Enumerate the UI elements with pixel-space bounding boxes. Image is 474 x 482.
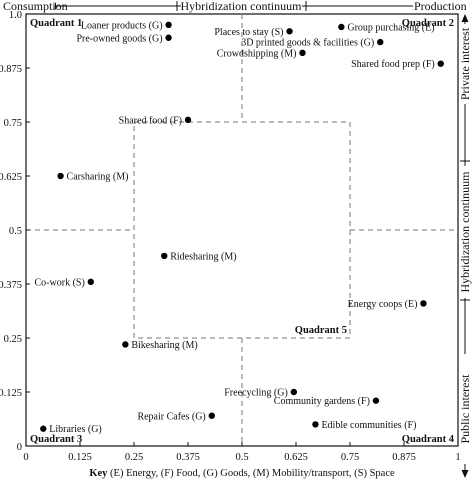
x-tick-label: 1 xyxy=(455,452,460,463)
x-tick-label: 0.875 xyxy=(392,452,416,463)
data-point-label: Places to stay (S) xyxy=(214,27,283,38)
y-tick-label: 0.75 xyxy=(4,118,22,129)
data-point xyxy=(161,252,168,260)
data-point xyxy=(286,28,293,35)
y-tick-label: 0.5 xyxy=(9,226,22,237)
x-tick-label: 0.25 xyxy=(125,452,143,463)
quadrant-5-label: Quadrant 5 xyxy=(295,325,347,336)
data-point-label: Shared food prep (F) xyxy=(351,59,435,70)
data-point xyxy=(40,425,47,432)
data-point-label: Group purchasing (E) xyxy=(347,22,434,33)
x-tick-label: 0.75 xyxy=(341,452,359,463)
data-point-label: Edible communities (F) xyxy=(321,420,416,431)
y-tick-label: 0.875 xyxy=(0,64,22,75)
x-axis-ticks: 0 0.125 0.25 0.375 0.5 0.625 0.75 0.875 1 xyxy=(23,442,461,463)
data-point-label: Loaner products (G) xyxy=(81,20,163,31)
data-point-label: Crowdshipping (M) xyxy=(217,48,297,59)
data-point-label: Shared food (F) xyxy=(119,115,182,126)
data-point xyxy=(208,412,215,419)
data-point-label: 3D printed goods & facilities (G) xyxy=(241,38,374,49)
data-point xyxy=(372,397,380,404)
data-point xyxy=(437,60,444,67)
data-point xyxy=(290,388,298,396)
quadrant-4-label: Quadrant 4 xyxy=(402,434,455,445)
x-tick-label: 0 xyxy=(23,452,28,463)
data-point-label: Co-work (S) xyxy=(35,277,85,288)
data-point-label: Bikesharing (M) xyxy=(131,340,197,351)
data-point xyxy=(420,300,427,307)
data-point-label: Pre-owned goods (G) xyxy=(76,33,162,44)
data-point-label: Ridesharing (M) xyxy=(170,251,236,262)
y-tick-label: 0.625 xyxy=(0,172,22,183)
right-axis-bottom-label: Public interest xyxy=(458,374,472,444)
right-axis-top-label: Private interest xyxy=(458,27,472,100)
data-point xyxy=(122,341,129,348)
data-point xyxy=(165,21,172,28)
data-point xyxy=(57,172,64,180)
data-point xyxy=(299,49,306,57)
x-tick-label: 0.375 xyxy=(176,452,200,463)
top-axis: Consumption Hybridization continuum Prod… xyxy=(0,0,474,13)
y-tick-label: 0.375 xyxy=(0,280,22,291)
y-axis-ticks: 0 0.125 0.25 0.375 0.5 0.625 0.75 0.875 1.0 xyxy=(0,10,30,453)
right-axis-middle-label: Hybridization continuum xyxy=(458,171,472,293)
right-axis-up-arrow-icon xyxy=(461,14,469,22)
data-point xyxy=(165,34,172,41)
data-point-label: Carsharing (M) xyxy=(67,172,129,183)
key-bold: Key xyxy=(89,468,108,479)
y-tick-label: 0.25 xyxy=(4,334,22,345)
data-point-label: Repair Cafes (G) xyxy=(137,411,205,422)
x-tick-label: 0.625 xyxy=(284,452,308,463)
key-line: Key (E) Energy, (F) Food, (G) Goods, (M)… xyxy=(89,468,395,479)
right-axis-down-arrow-icon xyxy=(461,470,469,478)
data-point xyxy=(377,38,384,46)
data-point xyxy=(312,421,319,428)
data-points: Loaner products (G) Pre-owned goods (G) Pl… xyxy=(35,20,444,435)
y-tick-label: 1.0 xyxy=(9,10,22,21)
data-point-label: Community gardens (F) xyxy=(274,396,370,407)
data-point xyxy=(338,23,345,31)
data-point-label: Libraries (G) xyxy=(49,424,101,435)
top-axis-middle-label: Hybridization continuum xyxy=(181,0,303,13)
key-text: (E) Energy, (F) Food, (G) Goods, (M) Mob… xyxy=(107,468,395,479)
top-axis-right-label: Production xyxy=(414,0,467,13)
right-axis: Private interest Hybridization continuum… xyxy=(458,14,472,478)
y-tick-label: 0.125 xyxy=(0,388,22,399)
top-axis-left-label: Consumption xyxy=(3,0,68,13)
data-point-label: Freecycling (G) xyxy=(224,388,288,399)
quadrant-1-label: Quadrant 1 xyxy=(30,18,82,29)
y-tick-label: 0 xyxy=(17,442,22,453)
data-point xyxy=(87,278,95,286)
quadrant-2-label: Quadrant 2 xyxy=(402,18,454,29)
data-point xyxy=(184,116,192,124)
x-tick-label: 0.5 xyxy=(235,452,248,463)
quadrant-3-label: Quadrant 3 xyxy=(30,434,82,445)
x-tick-label: 0.125 xyxy=(68,452,92,463)
data-point-label: Energy coops (E) xyxy=(348,299,418,310)
quadrant-5-dashed-box xyxy=(133,121,351,339)
